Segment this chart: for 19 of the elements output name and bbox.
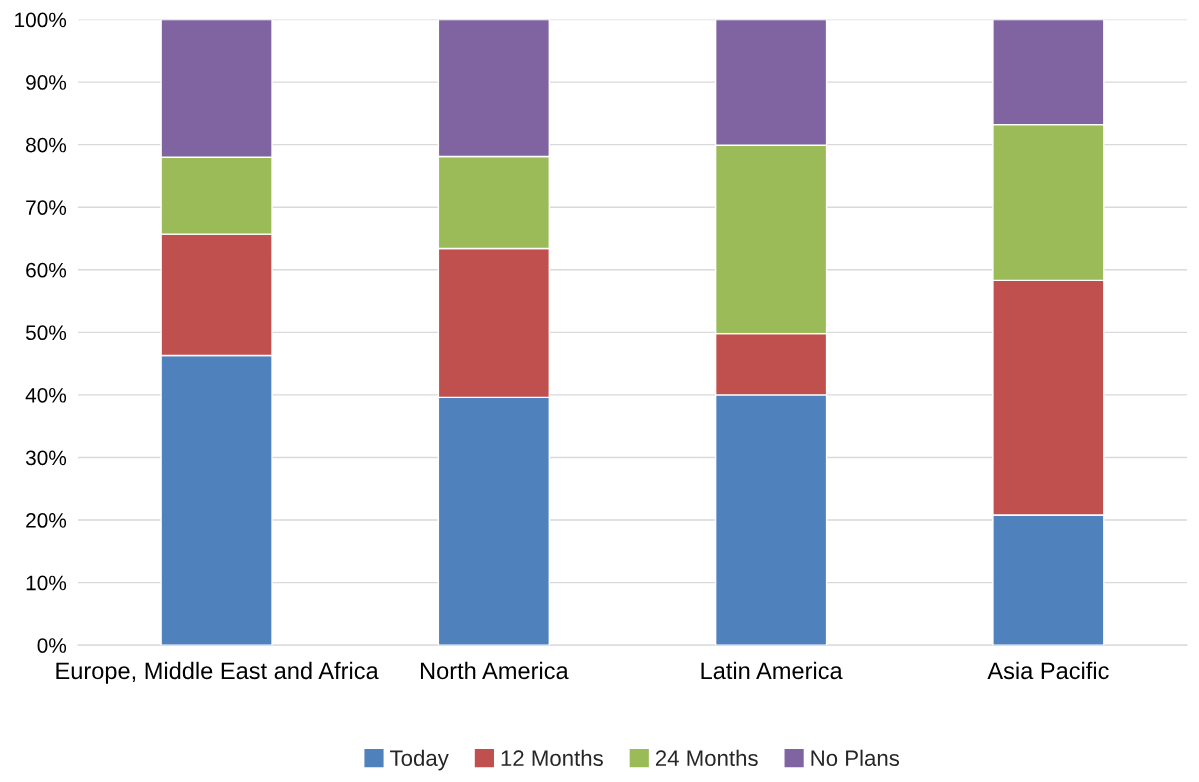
x-tick-label: Europe, Middle East and Africa (56, 661, 379, 684)
y-tick-label: 0% (37, 638, 67, 653)
legend-label: 24 Months (655, 749, 758, 767)
y-tick-label: 30% (25, 450, 67, 466)
legend-label: No Plans (811, 749, 900, 767)
y-tick-label: 10% (26, 575, 67, 591)
x-tick-label: Latin America (701, 661, 843, 680)
y-tick-label: 100% (15, 12, 67, 28)
y-tick-label: 70% (26, 200, 67, 215)
y-tick-label: 60% (26, 262, 67, 278)
y-tick-label: 40% (25, 387, 67, 403)
y-tick-label: 80% (26, 137, 67, 153)
legend-label: 12 Months (501, 749, 603, 767)
x-tick-label: North America (420, 661, 569, 680)
y-tick-label: 20% (26, 513, 67, 528)
y-tick-label: 90% (26, 75, 67, 90)
y-tick-label: 50% (25, 325, 67, 341)
x-tick-label: Asia Pacific (987, 661, 1109, 680)
legend-label: Today (390, 749, 449, 771)
